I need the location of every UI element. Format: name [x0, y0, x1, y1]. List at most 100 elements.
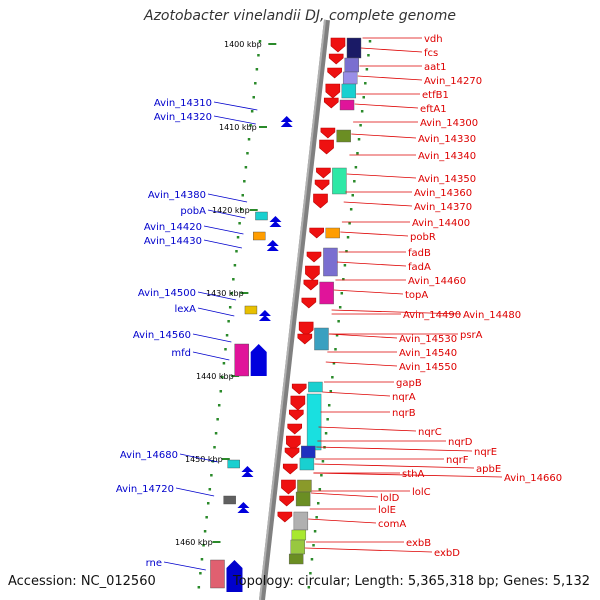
- gene-label-right: Avin_14270: [424, 76, 482, 87]
- gene-arrow: [305, 265, 320, 281]
- tick-dot: [318, 488, 322, 491]
- tick-dot: [252, 96, 255, 99]
- genome-backbone: [259, 19, 330, 600]
- gene-arrow: [269, 216, 282, 227]
- label-leader: [313, 472, 503, 478]
- tick-dot: [338, 306, 342, 309]
- tick-dot: [362, 96, 365, 99]
- gene-label-right: topA: [405, 290, 428, 301]
- label-leader: [197, 307, 235, 317]
- gene-label-right: Avin_14530: [399, 334, 457, 345]
- gene-block: [288, 553, 304, 565]
- label-leader: [346, 173, 417, 179]
- tick-label: 1400 kbp: [224, 40, 262, 49]
- label-leader: [322, 391, 391, 397]
- tick-dot: [208, 488, 212, 491]
- tick-dot: [335, 334, 339, 337]
- gene-block: [234, 343, 249, 377]
- tick-dot: [329, 390, 333, 393]
- tick-label: 1460 kbp: [175, 538, 213, 547]
- label-leader: [192, 333, 232, 343]
- tick-dot: [312, 544, 315, 547]
- gene-arrow: [309, 227, 324, 239]
- tick-dot: [199, 572, 202, 575]
- tick-dot: [348, 222, 351, 225]
- label-leader: [314, 463, 475, 469]
- tick-dot: [349, 208, 353, 211]
- tick-dot: [205, 516, 208, 519]
- tick-dot: [243, 180, 246, 183]
- gene-label-right: Avin_14460: [408, 276, 466, 287]
- tick-dot: [225, 334, 229, 337]
- gene-block: [297, 479, 312, 493]
- gene-label-left: rne: [146, 558, 162, 569]
- gene-label-right: aat1: [424, 62, 447, 73]
- tick-dot: [320, 474, 323, 477]
- label-leader: [175, 487, 215, 497]
- gene-label-left: Avin_14500: [138, 288, 196, 299]
- gene-arrow: [314, 179, 330, 191]
- gene-arrow: [287, 423, 303, 435]
- label-leader: [203, 239, 242, 249]
- tick-dot: [236, 236, 240, 239]
- gene-label-right: psrA: [460, 330, 483, 341]
- gene-arrow: [328, 53, 344, 65]
- gene-label-left: Avin_14320: [154, 112, 212, 123]
- gene-block: [295, 491, 311, 507]
- gene-label-right: Avin_14660: [504, 473, 562, 484]
- tick-dot: [255, 68, 259, 71]
- tick-dot: [222, 362, 226, 365]
- gene-arrow: [320, 127, 336, 139]
- gene-label-right: comA: [378, 519, 406, 530]
- tick-dot: [321, 460, 325, 463]
- tick-dot: [241, 194, 244, 197]
- gene-label-right: pobR: [410, 232, 436, 243]
- tick-dot: [326, 418, 329, 421]
- gene-label-right: lolD: [380, 493, 400, 504]
- label-leader: [308, 518, 377, 524]
- gene-arrow: [237, 502, 250, 513]
- gene-label-right: nqrE: [474, 447, 497, 458]
- tick-dot: [203, 530, 207, 533]
- tick-dot: [364, 82, 367, 85]
- gene-label-right: fcs: [424, 48, 438, 59]
- label-leader: [207, 209, 246, 219]
- gene-block: [325, 227, 340, 239]
- tick-dot: [309, 572, 312, 575]
- gene-arrow: [297, 333, 313, 345]
- label-leader: [179, 453, 218, 463]
- gene-block: [293, 511, 309, 531]
- tick-dot: [342, 278, 345, 281]
- tick-dot: [250, 110, 254, 113]
- label-leader: [351, 133, 417, 139]
- gene-arrow: [226, 560, 243, 592]
- gene-arrow: [290, 395, 306, 411]
- gene-arrow: [241, 466, 254, 477]
- gene-arrow: [301, 297, 317, 309]
- gene-label-right: Avin_14550: [399, 362, 457, 373]
- accession-label: Accession: NC_012560: [8, 574, 156, 589]
- gene-block: [306, 393, 322, 451]
- tick-dot: [221, 376, 224, 379]
- gene-label-left: lexA: [174, 304, 196, 315]
- tick-dot: [357, 138, 361, 141]
- tick-dot: [346, 236, 350, 239]
- gene-label-right: exbD: [434, 548, 460, 559]
- tick-dot: [224, 348, 227, 351]
- gene-label-right: eftA1: [420, 104, 447, 115]
- tick-dot: [227, 320, 230, 323]
- gene-arrow: [282, 463, 298, 475]
- gene-block: [323, 247, 338, 277]
- gene-arrow: [250, 344, 267, 376]
- tick-dot: [246, 152, 249, 155]
- gene-label-right: lolE: [378, 505, 396, 516]
- gene-label-right: nqrA: [392, 392, 416, 403]
- tick-dot: [200, 558, 204, 561]
- gene-block: [244, 305, 258, 315]
- gene-block: [255, 211, 268, 221]
- gene-label-left: mfd: [171, 348, 191, 359]
- label-leader: [318, 426, 417, 432]
- tick-label: 1410 kbp: [219, 123, 257, 132]
- gene-block: [339, 99, 355, 111]
